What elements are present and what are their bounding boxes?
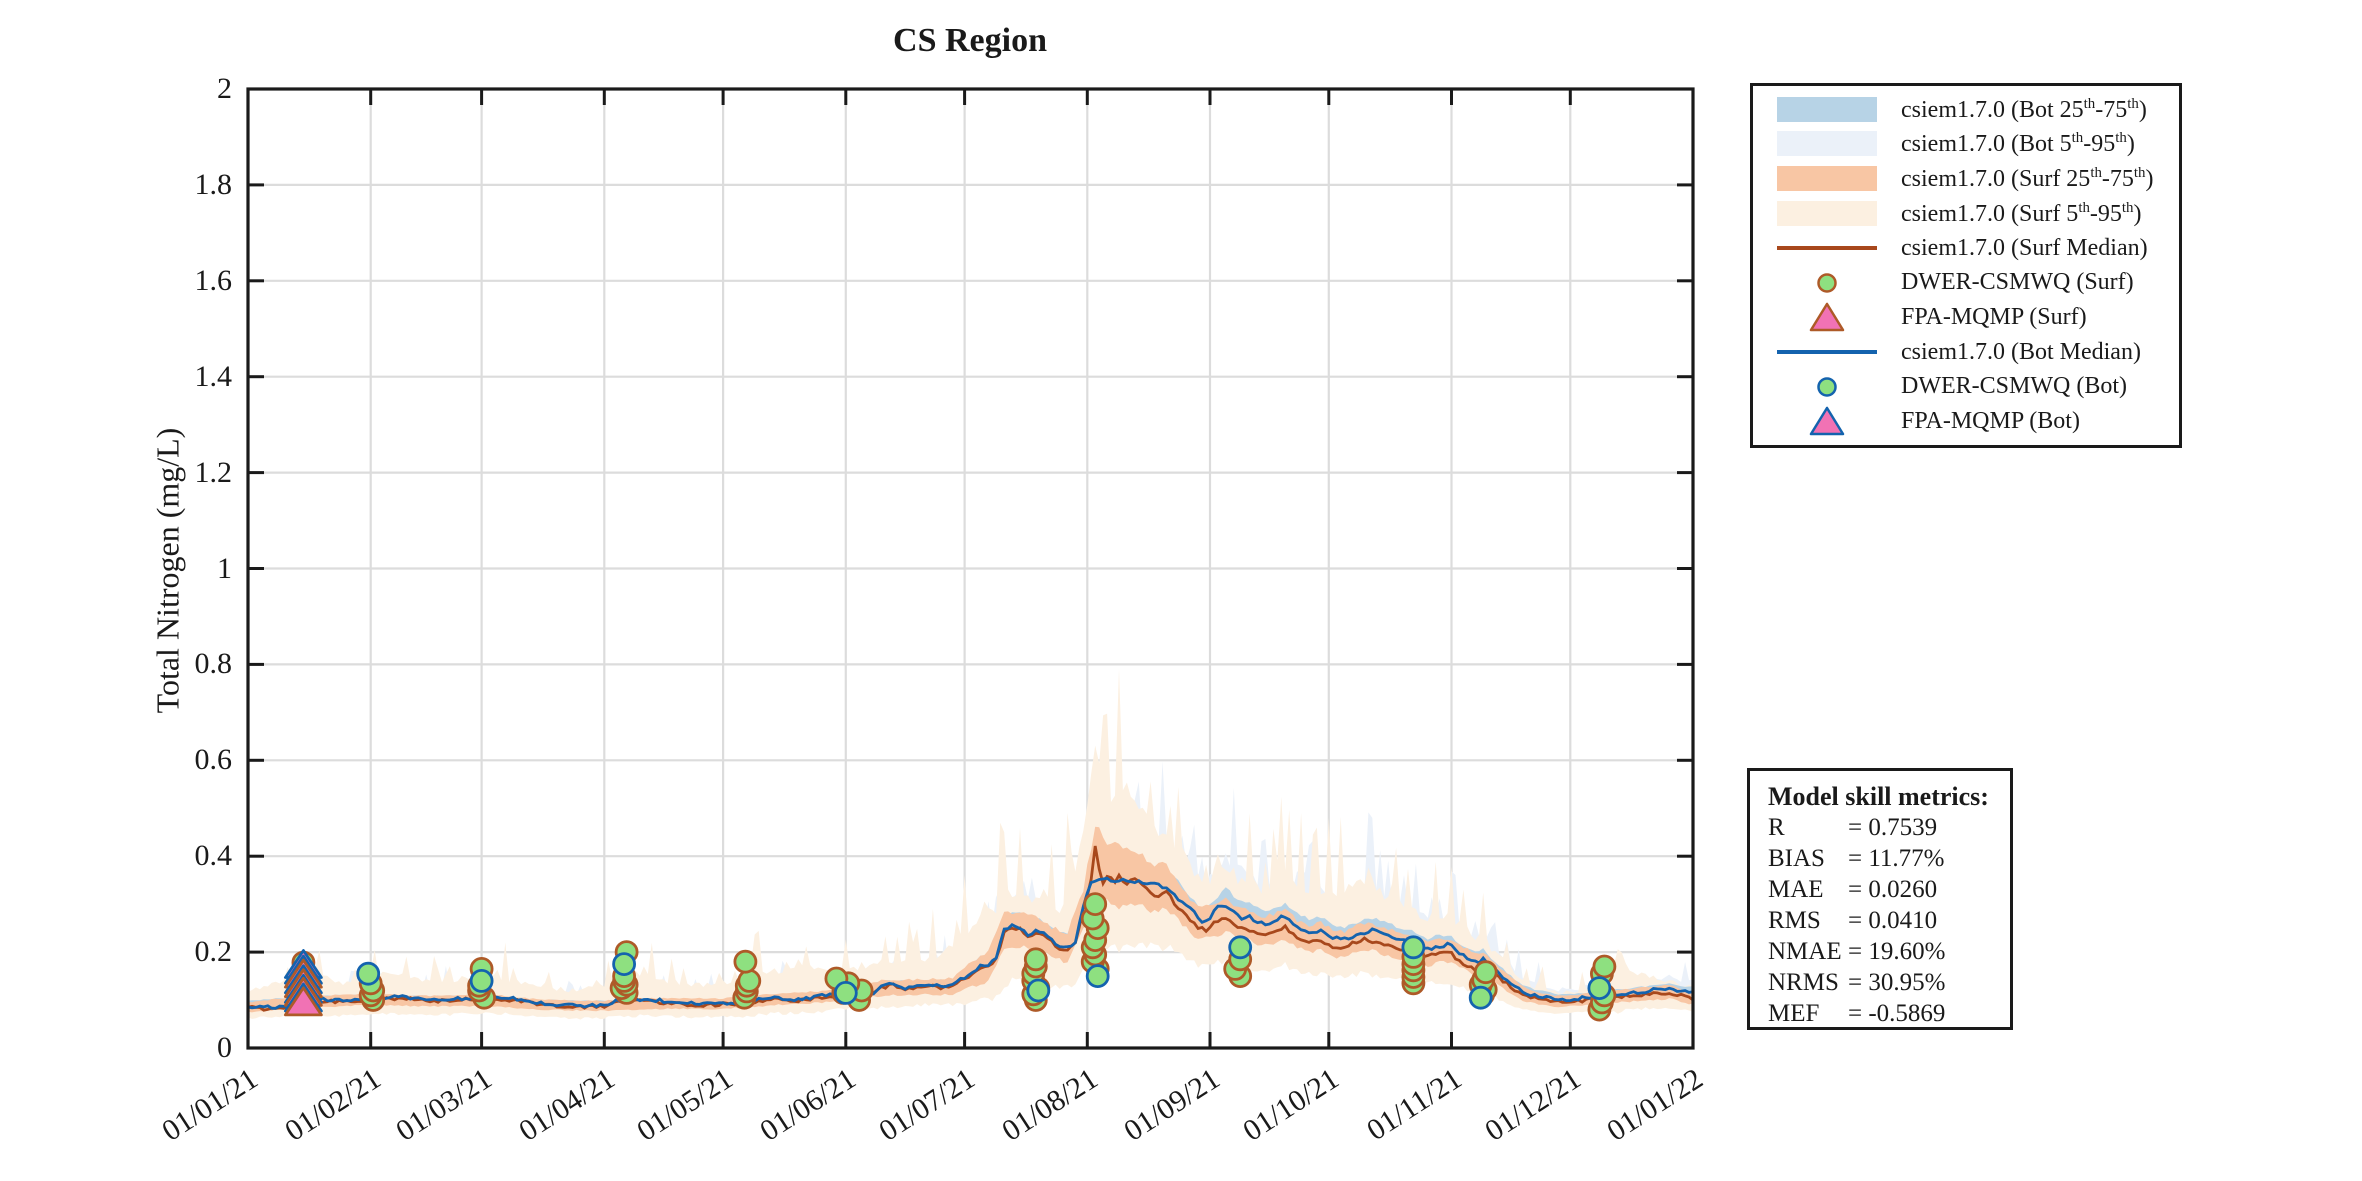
- legend-item: csiem1.7.0 (Bot Median): [1753, 335, 2179, 369]
- y-tick-label: 0.2: [194, 935, 233, 969]
- dwer_surf-marker: [1473, 960, 1498, 985]
- triangle-swatch-icon: [1753, 301, 1901, 333]
- dwer_bot-marker: [1085, 964, 1110, 988]
- dwer_surf-marker: [733, 949, 758, 974]
- legend-item: csiem1.7.0 (Surf Median): [1753, 231, 2179, 265]
- legend-item: DWER-CSMWQ (Bot): [1753, 370, 2179, 404]
- metric-row: MEF = -0.5869: [1768, 1000, 1946, 1027]
- model-skill-metrics-box: Model skill metrics: R = 0.7539 BIAS = 11.7…: [1747, 768, 2013, 1030]
- metric-row: RMS = 0.0410: [1768, 907, 1938, 934]
- legend-item-label: FPA-MQMP (Surf): [1901, 303, 2087, 330]
- metric-row: R = 0.7539: [1768, 814, 1938, 841]
- fpa_surf-marker: [283, 986, 323, 1017]
- dwer_bot-marker: [469, 969, 494, 993]
- band-swatch-icon: [1753, 198, 1901, 230]
- y-tick-label: 2: [217, 72, 232, 105]
- y-tick-label: 1.6: [194, 263, 233, 297]
- dwer_bot-marker: [1401, 935, 1426, 960]
- line-swatch-icon: [1753, 232, 1901, 264]
- legend-item-label: csiem1.7.0 (Surf 5th-95th): [1901, 199, 2142, 227]
- legend-item: FPA-MQMP (Bot): [1753, 404, 2179, 438]
- legend-item-label: csiem1.7.0 (Bot 5th-95th): [1901, 130, 2135, 158]
- legend-item-label: csiem1.7.0 (Surf Median): [1901, 234, 2148, 261]
- band-swatch-icon: [1753, 128, 1901, 160]
- circle-swatch-icon: [1753, 371, 1901, 403]
- metric-row: NRMS = 30.95%: [1768, 969, 1946, 996]
- legend: csiem1.7.0 (Bot 25th-75th) csiem1.7.0 (Bo…: [1750, 83, 2182, 448]
- dwer_surf-marker: [1083, 892, 1108, 916]
- metrics-rows: R = 0.7539 BIAS = 11.77% MAE = 0.0260 RMS = 0.0…: [1768, 812, 2010, 1029]
- legend-item: csiem1.7.0 (Bot 25th-75th): [1753, 93, 2179, 127]
- y-tick-label: 0.8: [194, 647, 233, 681]
- dwer_bot-marker: [1468, 985, 1493, 1010]
- legend-item-label: DWER-CSMWQ (Surf): [1901, 269, 2134, 296]
- dwer_surf-marker: [737, 969, 762, 993]
- legend-item: csiem1.7.0 (Surf 25th-75th): [1753, 162, 2179, 196]
- dwer_bot-marker: [612, 952, 636, 976]
- y-tick-label: 1.8: [194, 167, 233, 201]
- metric-row: MAE = 0.0260: [1768, 876, 1938, 903]
- dwer_bot-marker: [356, 961, 381, 986]
- legend-item-label: csiem1.7.0 (Surf 25th-75th): [1901, 164, 2154, 192]
- y-tick-label: 0.4: [194, 839, 233, 873]
- y-tick-label: 0: [217, 1031, 232, 1064]
- legend-item-label: csiem1.7.0 (Bot Median): [1901, 338, 2141, 365]
- y-tick-label: 0.6: [194, 743, 233, 777]
- dwer_surf-marker: [1592, 954, 1617, 979]
- y-tick-label: 1.4: [194, 359, 233, 393]
- legend-item: FPA-MQMP (Surf): [1753, 300, 2179, 334]
- dwer_bot-marker: [1587, 976, 1612, 1000]
- dwer_bot-marker: [1228, 935, 1253, 960]
- legend-item-label: FPA-MQMP (Bot): [1901, 407, 2080, 434]
- band-swatch-icon: [1753, 94, 1901, 126]
- dwer_bot-marker: [1026, 978, 1051, 1003]
- legend-item: csiem1.7.0 (Surf 5th-95th): [1753, 197, 2179, 231]
- y-tick-label: 1.2: [194, 455, 233, 489]
- legend-item-label: DWER-CSMWQ (Bot): [1901, 373, 2127, 400]
- metric-row: BIAS = 11.77%: [1768, 845, 1945, 872]
- chart-title: CS Region: [893, 22, 1047, 59]
- y-tick-label: 1: [217, 551, 232, 585]
- legend-item: DWER-CSMWQ (Surf): [1753, 266, 2179, 300]
- dwer_bot-marker: [833, 981, 858, 1005]
- dwer_surf-marker: [1023, 947, 1048, 972]
- line-swatch-icon: [1753, 336, 1901, 368]
- circle-swatch-icon: [1753, 267, 1901, 299]
- metric-row: NMAE = 19.60%: [1768, 938, 1946, 965]
- triangle-swatch-icon: [1753, 405, 1901, 437]
- legend-item: csiem1.7.0 (Bot 5th-95th): [1753, 127, 2179, 161]
- metrics-title: Model skill metrics:: [1768, 782, 1989, 811]
- band-swatch-icon: [1753, 163, 1901, 195]
- legend-item-label: csiem1.7.0 (Bot 25th-75th): [1901, 95, 2147, 123]
